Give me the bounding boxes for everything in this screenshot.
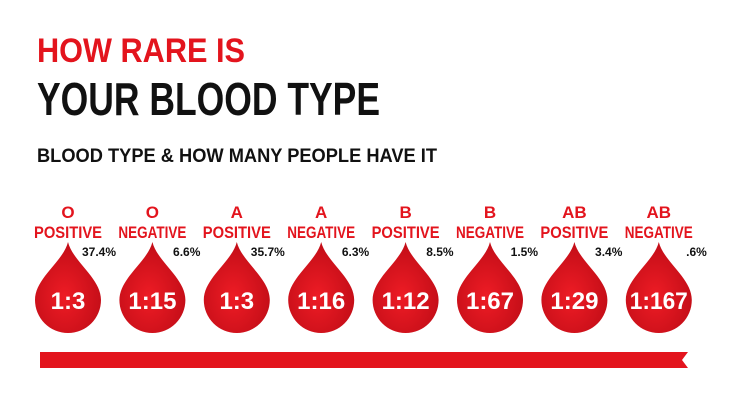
rh-factor: NEGATIVE <box>456 223 524 242</box>
rh-factor: NEGATIVE <box>118 223 186 242</box>
percent: 6.6% <box>173 245 201 259</box>
blood-drop <box>457 242 523 333</box>
blood-group: A <box>315 203 327 222</box>
blood-drop <box>625 242 692 333</box>
title-line-1: HOW RARE IS <box>37 32 245 70</box>
percent: 3.4% <box>595 245 623 259</box>
rh-factor: POSITIVE <box>540 223 608 242</box>
rh-factor: NEGATIVE <box>625 223 693 242</box>
blood-group: B <box>484 203 496 222</box>
ratio: 1:3 <box>51 288 86 315</box>
blood-drop <box>541 242 608 333</box>
ratio: 1:167 <box>630 288 688 315</box>
blood-drop <box>203 242 270 333</box>
blood-types: OPOSITIVE37.4%1:3ONEGATIVE6.6%1:15APOSIT… <box>34 203 707 333</box>
ratio: 1:15 <box>128 288 176 315</box>
percent: 35.7% <box>251 245 285 259</box>
ratio: 1:16 <box>297 288 345 315</box>
rh-factor: NEGATIVE <box>287 223 355 242</box>
ratio: 1:67 <box>466 288 514 315</box>
ribbon <box>40 352 688 368</box>
blood-drop <box>119 242 186 333</box>
blood-group: B <box>399 203 411 222</box>
rh-factor: POSITIVE <box>203 223 271 242</box>
ratio: 1:29 <box>550 288 598 315</box>
percent: .6% <box>686 245 707 259</box>
subtitle: BLOOD TYPE & HOW MANY PEOPLE HAVE IT <box>37 146 437 167</box>
blood-group: O <box>146 203 159 222</box>
rh-factor: POSITIVE <box>34 223 102 242</box>
blood-group: AB <box>647 203 672 222</box>
blood-group: O <box>61 203 74 222</box>
rh-factor: POSITIVE <box>372 223 440 242</box>
ratio: 1:12 <box>382 288 430 315</box>
blood-drop <box>372 242 439 333</box>
title-line-2: YOUR BLOOD TYPE <box>37 73 380 125</box>
percent: 8.5% <box>426 245 454 259</box>
percent: 37.4% <box>82 245 116 259</box>
ratio: 1:3 <box>219 288 254 315</box>
percent: 6.3% <box>342 245 370 259</box>
blood-group: AB <box>562 203 587 222</box>
percent: 1.5% <box>511 245 539 259</box>
blood-drop <box>288 242 355 333</box>
blood-group: A <box>231 203 243 222</box>
blood-drop <box>35 242 101 333</box>
